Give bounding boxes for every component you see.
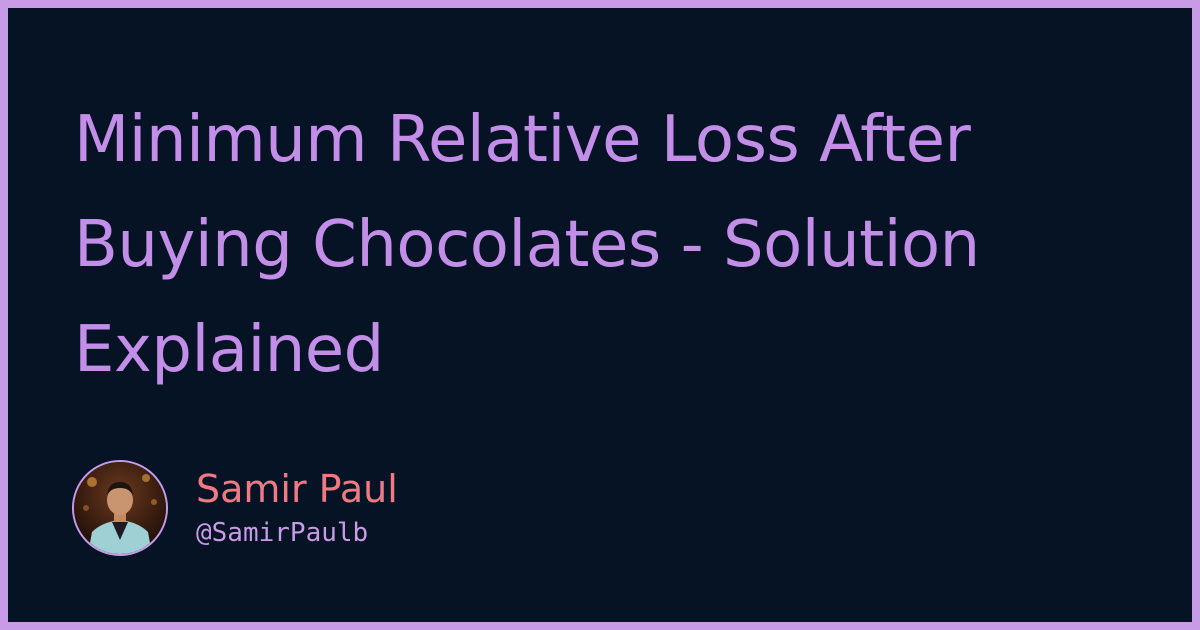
- author-name: Samir Paul: [196, 465, 398, 513]
- author-block: Samir Paul @SamirPaulb: [72, 458, 398, 558]
- author-avatar: [72, 460, 168, 556]
- social-card: Minimum Relative Loss After Buying Choco…: [8, 8, 1192, 622]
- post-title: Minimum Relative Loss After Buying Choco…: [74, 88, 1154, 403]
- author-handle: @SamirPaulb: [196, 515, 398, 551]
- avatar-photo-icon: [74, 462, 166, 554]
